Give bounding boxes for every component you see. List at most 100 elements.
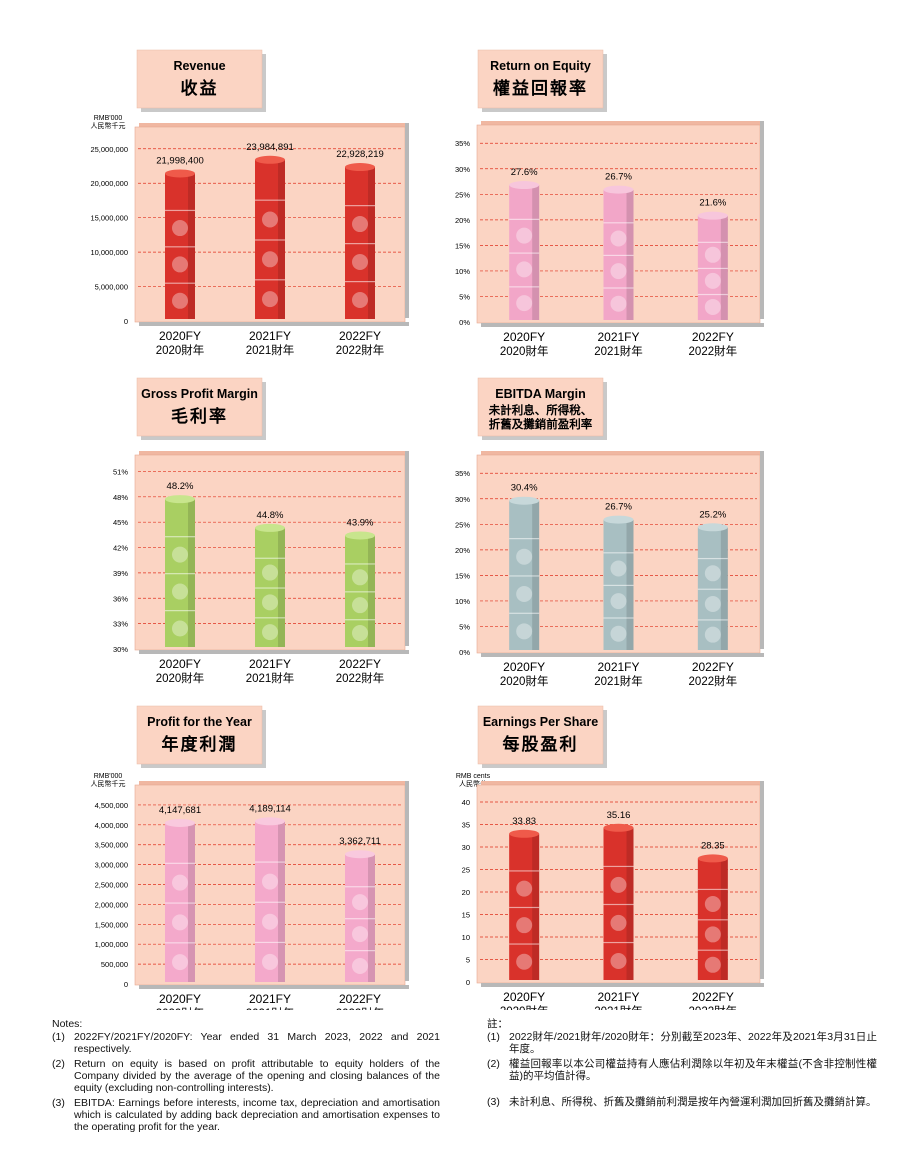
- y-tick-label: 2,000,000: [95, 900, 128, 909]
- bar-segment-line: [345, 243, 375, 245]
- x-tick-label-zh: 2020財年: [156, 671, 205, 685]
- bar-segment-line: [697, 557, 728, 560]
- bar-segment-line: [697, 949, 728, 951]
- bar-segment-line: [345, 205, 375, 207]
- plot-bottom-edge: [481, 983, 764, 987]
- bar-2020FY: 4,147,681: [159, 805, 201, 982]
- bar-segment-emblem: [704, 565, 721, 582]
- unit-label: 人民幣分: [459, 779, 487, 788]
- bar-segment-emblem: [172, 620, 188, 637]
- y-tick-label: 15%: [455, 571, 470, 580]
- bar-cap: [255, 155, 285, 164]
- value-label: 44.8%: [257, 510, 284, 521]
- x-tick-label-zh: 2022財年: [336, 343, 385, 357]
- bar-segment-emblem: [610, 876, 627, 893]
- y-tick-label: 10,000,000: [90, 248, 128, 257]
- plot-right-edge: [760, 781, 764, 979]
- bar-segment-emblem: [610, 625, 627, 642]
- bar-2021FY: 23,984,891: [246, 142, 294, 319]
- bar-segment-emblem: [352, 216, 368, 233]
- bar-segment-emblem: [704, 595, 721, 612]
- y-tick-label: 500,000: [101, 960, 128, 969]
- bar-segment-emblem: [610, 593, 627, 610]
- x-tick-label-zh: 2022財年: [689, 674, 738, 688]
- bar-segment-emblem: [172, 220, 188, 237]
- value-label: 22,928,219: [336, 149, 384, 160]
- bar-2022FY: 43.9%: [345, 517, 375, 647]
- x-tick-label-zh: 2021財年: [246, 343, 295, 357]
- value-label: 35.16: [607, 810, 631, 821]
- notes-chinese: 註： (1) 2022財年/2021財年/2020財年：分別截至2023年、20…: [487, 1018, 877, 1111]
- bar-cap: [509, 829, 540, 838]
- x-tick-label: 2021FY: [597, 990, 639, 1004]
- note-number: (3): [487, 1096, 500, 1108]
- bar-shade: [188, 822, 195, 982]
- note-number: (1): [487, 1031, 500, 1043]
- bar-2022FY: 28.35: [697, 840, 728, 980]
- bar-segment-line: [697, 619, 728, 621]
- note-item: (1) 2022財年/2021財年/2020財年：分別截至2023年、2022年…: [487, 1031, 877, 1055]
- bar-cap: [603, 823, 634, 832]
- y-tick-label: 39%: [113, 569, 128, 578]
- plot-right-edge: [760, 451, 764, 649]
- value-label: 26.7%: [605, 172, 632, 183]
- bar-segment-line: [509, 252, 540, 254]
- bar-segment-line: [345, 281, 375, 283]
- x-tick-label: 2022FY: [339, 329, 381, 343]
- y-tick-label: 0%: [459, 648, 470, 657]
- bar-segment-line: [509, 870, 540, 872]
- note-item: (3) EBITDA: Earnings before interests, i…: [52, 1097, 440, 1133]
- bar-segment-emblem: [516, 880, 533, 897]
- note-text: 2022FY/2021FY/2020FY: Year ended 31 Marc…: [74, 1031, 440, 1055]
- bar-2021FY: 26.7%: [603, 502, 634, 650]
- plot-bottom-edge: [139, 985, 409, 989]
- bar-segment-line: [255, 279, 285, 281]
- value-label: 48.2%: [167, 481, 194, 492]
- bar-cap: [697, 523, 728, 532]
- bar-segment-emblem: [516, 917, 533, 934]
- bar-segment-emblem: [610, 263, 627, 280]
- bar-2021FY: 35.16: [603, 810, 634, 980]
- bar-segment-emblem: [704, 246, 721, 263]
- y-tick-label: 25: [462, 866, 470, 875]
- bar-segment-line: [255, 557, 285, 559]
- bar-segment-line: [509, 575, 540, 577]
- chart-title: Return on Equity: [490, 59, 591, 73]
- bar-segment-line: [255, 617, 285, 619]
- bar-segment-line: [603, 617, 634, 619]
- y-tick-label: 5%: [459, 622, 470, 631]
- y-tick-label: 5%: [459, 292, 470, 301]
- bar-segment-emblem: [262, 211, 278, 228]
- x-tick-label: 2022FY: [339, 992, 381, 1006]
- bar-segment-line: [165, 282, 195, 284]
- bar-body: [255, 821, 285, 982]
- y-tick-label: 15: [462, 911, 470, 920]
- y-tick-label: 20,000,000: [90, 179, 128, 188]
- x-tick-label-zh: 2020財年: [500, 674, 549, 688]
- bar-2022FY: 25.2%: [697, 509, 728, 650]
- bar-segment-emblem: [262, 624, 278, 641]
- notes-title: Notes:: [52, 1018, 83, 1030]
- bar-segment-line: [697, 919, 728, 921]
- y-tick-label: 15%: [455, 241, 470, 250]
- x-tick-label: 2020FY: [159, 657, 201, 671]
- y-tick-label: 35: [462, 821, 470, 830]
- bar-body: [165, 822, 195, 982]
- bar-segment-emblem: [172, 583, 188, 600]
- bar-body: [165, 173, 195, 319]
- x-tick-label-zh: 2020財年: [156, 343, 205, 357]
- note-text: Return on equity is based on profit attr…: [74, 1058, 440, 1094]
- bar-2021FY: 26.7%: [603, 172, 634, 320]
- bar-segment-line: [165, 862, 195, 864]
- y-tick-label: 35%: [455, 469, 470, 478]
- value-label: 25.2%: [699, 509, 726, 520]
- bar-segment-line: [255, 239, 285, 241]
- x-tick-label: 2022FY: [692, 990, 734, 1004]
- bar-segment-line: [509, 906, 540, 909]
- note-text: 2022財年/2021財年/2020財年：分別截至2023年、2022年及202…: [509, 1031, 877, 1055]
- bar-segment-emblem: [262, 953, 278, 970]
- bar-segment-emblem: [262, 291, 278, 308]
- y-tick-label: 33%: [113, 620, 128, 629]
